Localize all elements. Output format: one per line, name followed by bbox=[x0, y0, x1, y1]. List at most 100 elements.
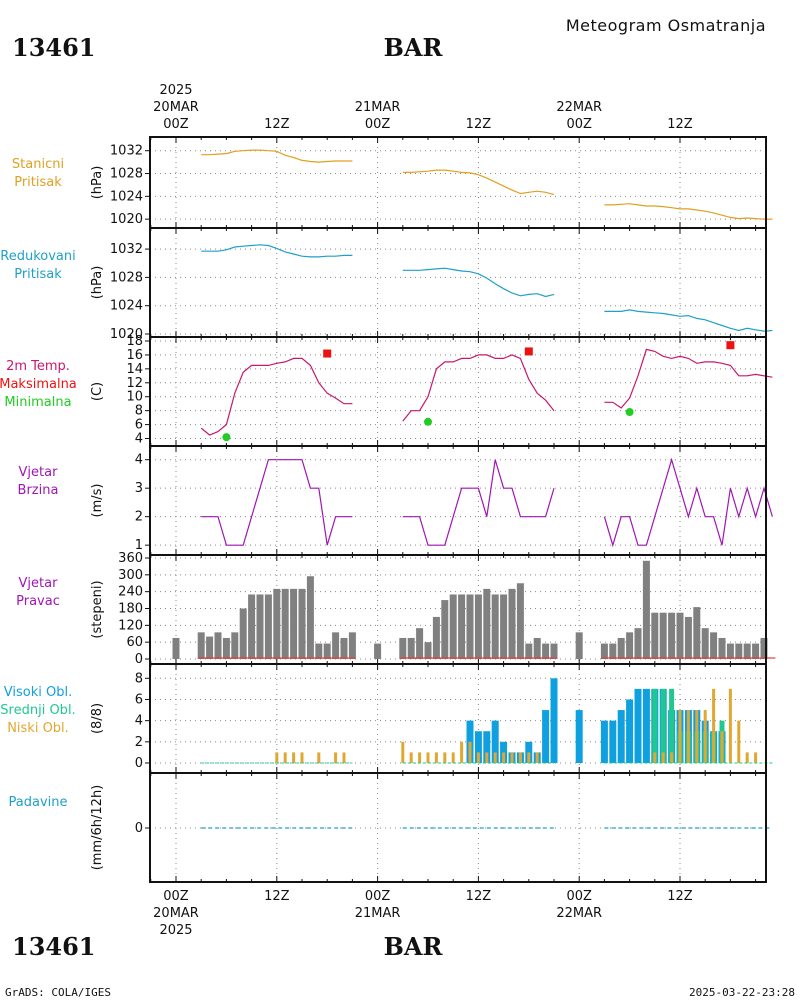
low-cloud-bar bbox=[712, 688, 716, 763]
y-tick-label: 12 bbox=[126, 376, 143, 391]
series-line bbox=[201, 149, 353, 163]
low-cloud-bar bbox=[510, 752, 514, 763]
y-tick-label: 360 bbox=[118, 551, 143, 566]
wind-direction-bar bbox=[466, 594, 474, 659]
low-cloud-bar bbox=[695, 710, 699, 763]
low-cloud-bar bbox=[745, 752, 749, 763]
y-tick-label: 10 bbox=[126, 390, 143, 405]
wind-direction-bar bbox=[315, 643, 323, 659]
wind-direction-bar bbox=[617, 637, 625, 659]
panel-label-line: Padavine bbox=[9, 795, 68, 810]
wind-direction-bar bbox=[432, 616, 440, 659]
wind-direction-bar bbox=[642, 560, 650, 659]
tmax-marker bbox=[524, 347, 533, 356]
station-id-bottom: 13461 bbox=[12, 932, 96, 961]
y-axis-label: (m/s) bbox=[90, 484, 105, 518]
low-cloud-bar bbox=[535, 752, 539, 763]
y-tick-label: 6 bbox=[135, 418, 143, 433]
wind-direction-bar bbox=[659, 612, 667, 659]
low-cloud-bar bbox=[661, 752, 665, 763]
panel-label-line: Vjetar bbox=[19, 465, 59, 480]
time-axis-label: 00Z bbox=[163, 889, 189, 904]
wind-direction-bar bbox=[306, 576, 314, 659]
wind-direction-bar bbox=[651, 612, 659, 659]
tmin-marker bbox=[222, 433, 231, 442]
wind-direction-bar bbox=[684, 616, 692, 659]
y-tick-label: 1020 bbox=[110, 327, 143, 342]
panel-1: Stanicni Pritisak (hPa) 1020 1024 1028 1032 bbox=[12, 136, 773, 229]
panel-label-line: Pritisak bbox=[14, 267, 62, 282]
panel-2: Redukovani Pritisak (hPa) 1020 1024 1028 1032 bbox=[0, 227, 773, 342]
time-axis-label: 00Z bbox=[566, 889, 592, 904]
wind-direction-bar bbox=[491, 594, 499, 659]
series-line bbox=[402, 354, 555, 422]
wind-direction-bar bbox=[550, 643, 558, 659]
wind-direction-bar bbox=[248, 594, 256, 659]
low-cloud-bar bbox=[476, 752, 480, 763]
y-tick-label: 2 bbox=[135, 510, 143, 525]
series-line bbox=[402, 459, 555, 546]
wind-direction-bar bbox=[348, 632, 356, 659]
low-cloud-bar bbox=[317, 752, 321, 763]
tmax-marker bbox=[726, 341, 735, 350]
y-tick-label: 120 bbox=[118, 618, 143, 633]
time-axis-label: 22MAR bbox=[556, 100, 602, 115]
y-tick-label: 1 bbox=[135, 538, 143, 553]
y-tick-label: 300 bbox=[118, 568, 143, 583]
low-cloud-bar bbox=[527, 752, 531, 763]
low-cloud-bar bbox=[686, 710, 690, 763]
wind-direction-bar bbox=[374, 643, 382, 659]
high-cloud-bar bbox=[575, 710, 583, 763]
chart-title: Meteogram Osmatranja bbox=[566, 16, 766, 35]
y-tick-label: 8 bbox=[135, 404, 143, 419]
wind-direction-bar bbox=[231, 632, 239, 659]
footer-credit: GrADS: COLA/IGES bbox=[5, 986, 111, 999]
station-name-bottom: BAR bbox=[384, 932, 444, 961]
low-cloud-bar bbox=[703, 710, 707, 763]
y-tick-label: 1032 bbox=[110, 144, 143, 159]
panel-label-line: Pravac bbox=[16, 594, 60, 609]
low-cloud-bar bbox=[342, 752, 346, 763]
wind-direction-bar bbox=[222, 637, 230, 659]
time-axis-label: 00Z bbox=[566, 117, 592, 132]
station-name-top: BAR bbox=[384, 33, 444, 62]
time-axis-label: 2025 bbox=[159, 923, 192, 938]
series-line bbox=[402, 169, 555, 196]
panel-label-line: Visoki Obl. bbox=[4, 685, 72, 700]
wind-direction-bar bbox=[298, 588, 306, 659]
wind-direction-bar bbox=[626, 632, 634, 659]
time-axis-label: 00Z bbox=[163, 117, 189, 132]
y-tick-label: 1028 bbox=[110, 167, 143, 182]
time-axis-label: 22MAR bbox=[556, 906, 602, 921]
y-tick-label: 1028 bbox=[110, 270, 143, 285]
series-line bbox=[604, 203, 773, 220]
wind-direction-bar bbox=[533, 637, 541, 659]
wind-direction-bar bbox=[256, 594, 264, 659]
low-cloud-bar bbox=[300, 752, 304, 763]
y-axis-label: (stepeni) bbox=[90, 580, 105, 638]
wind-direction-bar bbox=[290, 588, 298, 659]
tmin-marker bbox=[424, 417, 432, 426]
low-cloud-bar bbox=[434, 752, 438, 763]
high-cloud-bar bbox=[634, 688, 642, 763]
y-tick-label: 0 bbox=[135, 821, 143, 836]
time-axis-label: 12Z bbox=[264, 117, 290, 132]
wind-direction-bar bbox=[500, 594, 508, 659]
wind-direction-bar bbox=[197, 632, 205, 659]
high-cloud-bar bbox=[483, 731, 491, 763]
series-line bbox=[200, 357, 353, 436]
panel-label-line: Redukovani bbox=[0, 249, 75, 264]
wind-direction-bar bbox=[634, 628, 642, 659]
wind-direction-bar bbox=[424, 642, 432, 659]
wind-direction-bar bbox=[474, 594, 482, 659]
time-axis-label: 12Z bbox=[264, 889, 290, 904]
high-cloud-bar bbox=[617, 710, 625, 763]
mid-cloud-bar bbox=[669, 688, 675, 763]
wind-direction-bar bbox=[668, 612, 676, 659]
y-axis-label: (hPa) bbox=[90, 266, 105, 300]
wind-direction-bar bbox=[483, 588, 491, 659]
wind-direction-bar bbox=[273, 588, 281, 659]
y-tick-label: 16 bbox=[126, 348, 143, 363]
time-axis-label: 20MAR bbox=[153, 906, 199, 921]
